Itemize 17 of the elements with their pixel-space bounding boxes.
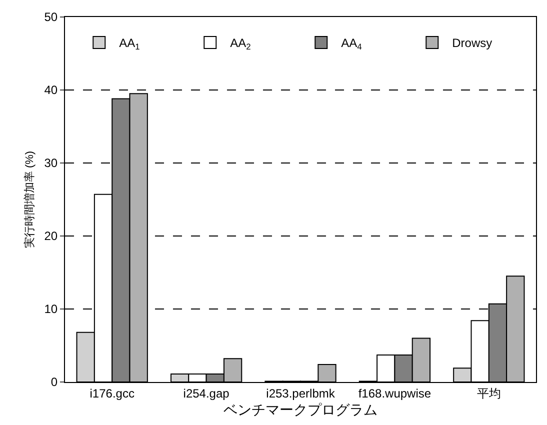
- y-axis-title: 実行時間増加率 (%): [23, 150, 36, 248]
- x-tick-label: i253.perlbmk: [266, 386, 336, 400]
- y-tick-label: 30: [44, 156, 58, 170]
- x-tick-label: f168.wupwise: [358, 386, 432, 400]
- y-tick-label: 0: [50, 375, 58, 390]
- y-tick-label: 50: [44, 10, 58, 24]
- x-tick-label: i254.gap: [183, 386, 230, 400]
- x-tick-label: i176.gcc: [90, 386, 134, 400]
- legend-label: AA$_{1}$: [119, 36, 140, 52]
- legend-label: AA$_{2}$: [230, 36, 252, 52]
- legend-label: AA$_{4}$: [341, 36, 362, 52]
- y-tick-label: 10: [44, 302, 58, 316]
- x-tick-label: 平均: [476, 386, 501, 400]
- x-axis-title: ベンチマークプログラム: [224, 402, 378, 418]
- legend-label: Drowsy: [452, 36, 492, 50]
- y-tick-label: 20: [44, 229, 58, 244]
- y-tick-label: 40: [44, 83, 58, 98]
